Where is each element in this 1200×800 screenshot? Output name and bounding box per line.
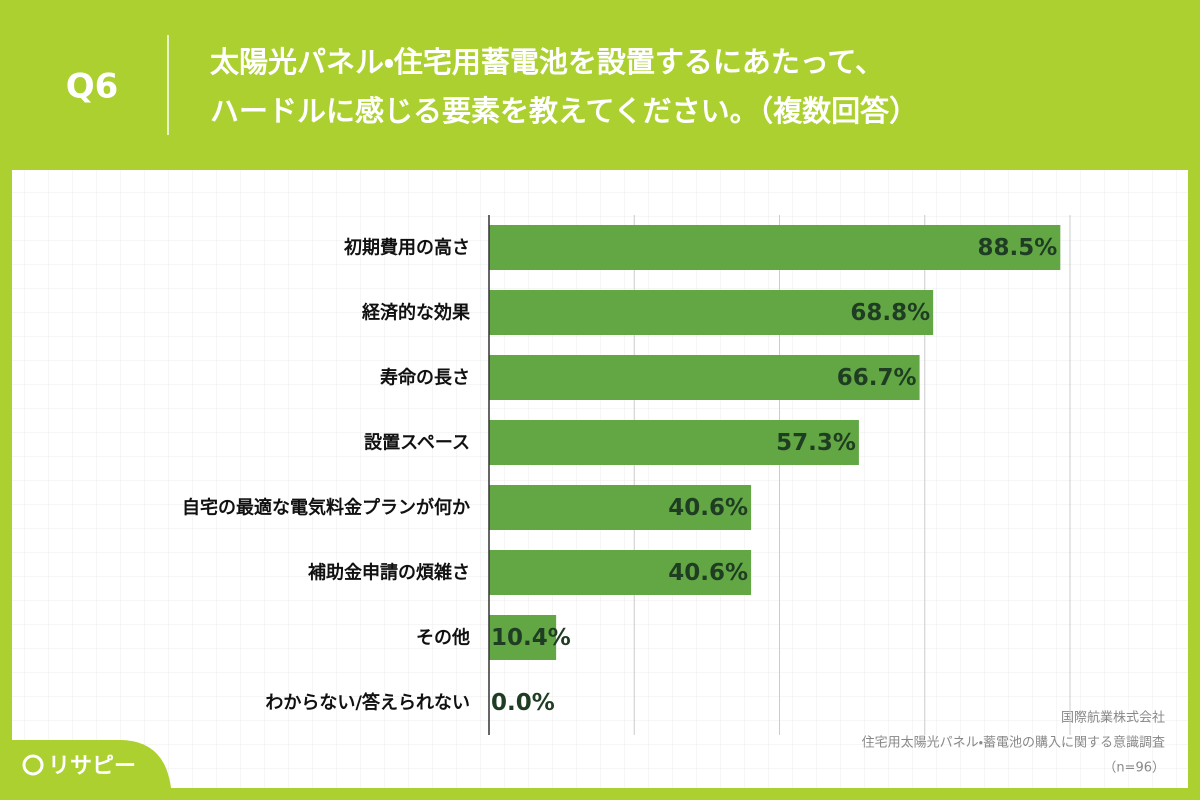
logo-corner [0,740,172,800]
category-label: わからない/答えられない [265,692,470,714]
value-label: 68.8% [850,300,930,326]
bar [489,485,752,530]
value-label: 0.0% [491,690,555,716]
panel-grid [12,170,1188,788]
bar [489,615,557,660]
source: 国際航業株式会社 [1061,710,1165,726]
question-number: Q6 [66,67,119,107]
category-label: 経済的な効果 [361,302,471,324]
logo-icon [22,754,44,776]
source: 住宅用太陽光パネル・蓄電池の購入に関する意識調査 [862,736,1165,751]
category-label: 寿命の長さ [380,367,470,389]
brand: リサピー [48,754,136,779]
bar [489,420,859,465]
bar [489,355,920,400]
source: （n=96） [1103,761,1165,776]
value-label: 57.3% [776,430,856,456]
bar [489,550,752,595]
bar [489,290,934,335]
value-label: 88.5% [978,235,1058,261]
category-label: その他 [416,627,470,649]
category-label: 補助金申請の煩雑さ [308,562,470,584]
value-label: 40.6% [668,560,748,586]
title-line: ハードルに感じる要素を教えてください。（複数回答） [210,94,918,128]
value-label: 10.4% [491,625,571,651]
category-label: 設置スペース [364,433,470,454]
value-label: 66.7% [837,365,917,391]
bar [489,225,1061,270]
category-label: 初期費用の高さ [343,237,470,259]
category-label: 自宅の最適な電気料金プランが何か [182,497,470,519]
title-line: 太陽光パネル・住宅用蓄電池を設置するにあたって、 [210,45,884,79]
value-label: 40.6% [668,495,748,521]
